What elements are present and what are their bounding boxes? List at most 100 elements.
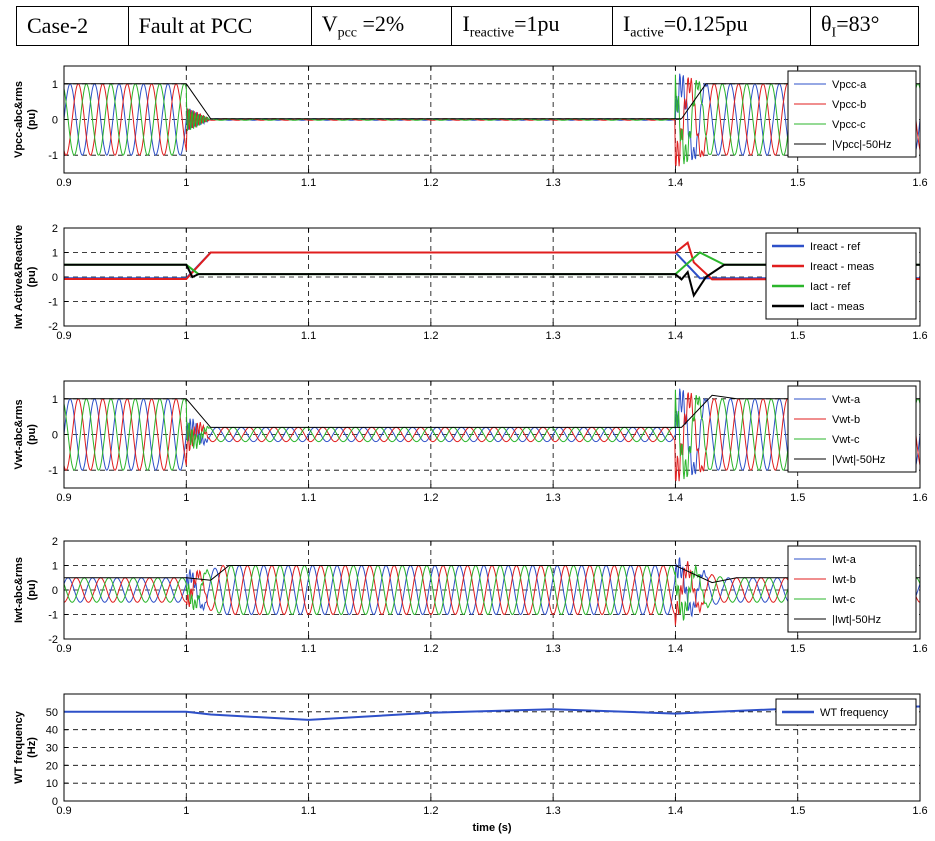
legend-label: Iwt-c [832,594,856,606]
legend-label: Vpcc-a [832,79,867,91]
series-wt-frequency [64,705,920,721]
subplot-1: 0.9 1 1.1 1.2 1.3 1.4 1.5 1.6 -1 0 1 Vpcc-abc&rms(p… [13,65,928,189]
iactive-label: Iactive=0.125pu [611,6,811,46]
y-tick-label: 0 [52,796,58,808]
x-tick-label: 1 [183,805,189,817]
x-tick-label: 1.6 [912,492,927,504]
series-group [64,388,920,482]
x-tick-label: 1.2 [423,330,438,342]
series--iwt-50hz [64,565,920,584]
series--vpcc-50hz [64,83,920,120]
y-tick-label: 20 [46,760,58,772]
legend-label: Ireact - meas [810,261,875,273]
legend-label: |Iwt|-50Hz [832,614,881,626]
x-tick-label: 1.2 [423,643,438,655]
legend: Vpcc-a Vpcc-b Vpcc-c |Vpcc|-50Hz [787,70,917,158]
series-vpcc-a [64,73,920,161]
fault-label: Fault at PCC [127,6,312,46]
legend-label: WT frequency [820,707,889,719]
x-tick-label: 1.6 [912,805,927,817]
x-tick-label: 1.3 [545,492,560,504]
y-axis-label: WT frequency(Hz) [13,710,38,784]
y-tick-label: 0 [52,430,58,442]
x-tick-label: 1 [183,492,189,504]
legend-box [787,545,917,633]
x-tick-label: 1.3 [545,643,560,655]
theta-label: θI=83° [809,6,920,46]
series-vwt-a [64,388,920,476]
legend-label: Iact - ref [810,281,851,293]
x-tick-label: 1 [183,177,189,189]
legend: Vwt-a Vwt-b Vwt-c |Vwt|-50Hz [787,385,917,473]
subplot-5: 0.9 1 1.1 1.2 1.3 1.4 1.5 1.6 0 10 20 30 40 50 WT freq… [13,693,928,834]
y-axis-label: Iwt Active&Reactive(pu) [13,225,38,329]
y-tick-label: -1 [48,150,58,162]
legend-label: |Vwt|-50Hz [832,454,885,466]
y-tick-label: 1 [52,79,58,91]
x-tick-label: 1.3 [545,805,560,817]
y-tick-label: 0 [52,585,58,597]
x-tick-label: 1.2 [423,805,438,817]
legend-label: Vwt-a [832,394,861,406]
axes-frame [63,693,921,802]
series-vwt-c [64,389,920,480]
x-tick-label: 1.1 [301,177,316,189]
legend-label: |Vpcc|-50Hz [832,139,892,151]
y-tick-label: 0 [52,115,58,127]
x-tick-label: 1.4 [668,805,683,817]
legend-label: Vpcc-b [832,99,866,111]
y-tick-label: 1 [52,248,58,260]
x-tick-label: 1.1 [301,643,316,655]
y-tick-label: 1 [52,561,58,573]
y-tick-label: -1 [48,610,58,622]
x-tick-label: 0.9 [56,492,71,504]
legend-label: Vwt-c [832,434,860,446]
x-tick-label: 1.3 [545,330,560,342]
x-axis-label: time (s) [472,822,511,834]
series-group [64,241,920,298]
case-label: Case-2 [16,6,129,46]
axes-frame [63,65,921,174]
x-tick-label: 0.9 [56,330,71,342]
subplot-2: 0.9 1 1.1 1.2 1.3 1.4 1.5 1.6 -2 -1 0 1 2 Iwt Active&… [13,223,928,342]
y-tick-label: -2 [48,321,58,333]
x-tick-label: 1.3 [545,177,560,189]
y-tick-label: 30 [46,743,58,755]
x-tick-label: 0.9 [56,805,71,817]
series-group [64,705,920,721]
y-tick-label: 50 [46,707,58,719]
legend: Ireact - ref Ireact - meas Iact - ref Iact … [765,232,917,320]
series-vpcc-c [64,74,920,165]
x-tick-label: 1.1 [301,492,316,504]
case-header-table: Case-2 Fault at PCC Vpcc =2% Ireactive=1… [16,6,920,46]
x-tick-label: 1 [183,643,189,655]
y-tick-label: -1 [48,297,58,309]
x-tick-label: 1.6 [912,643,927,655]
x-tick-label: 1.4 [668,643,683,655]
x-tick-label: 1.1 [301,330,316,342]
y-axis-label: Vwt-abc&rms(pu) [13,399,38,469]
y-axis-label: Iwt-abc&rms(pu) [13,557,38,623]
y-tick-label: -1 [48,465,58,477]
y-tick-label: 2 [52,536,58,548]
legend-box [765,232,917,320]
x-tick-label: 1.5 [790,177,805,189]
x-tick-label: 0.9 [56,177,71,189]
legend-label: Iwt-b [832,574,856,586]
series-iact-meas [64,263,920,298]
y-tick-label: 1 [52,394,58,406]
x-tick-label: 1.4 [668,492,683,504]
series-group [64,557,920,626]
vpcc-label: Vpcc =2% [310,6,453,46]
y-tick-label: -2 [48,634,58,646]
legend-label: Iact - meas [810,301,865,313]
y-tick-label: 40 [46,725,58,737]
x-tick-label: 1.5 [790,805,805,817]
series-group [64,73,920,167]
legend-label: Vpcc-c [832,119,866,131]
y-tick-label: 0 [52,272,58,284]
axes-frame [63,227,921,327]
legend-box [787,385,917,473]
series-vwt-b [64,392,920,482]
y-tick-label: 10 [46,778,58,790]
